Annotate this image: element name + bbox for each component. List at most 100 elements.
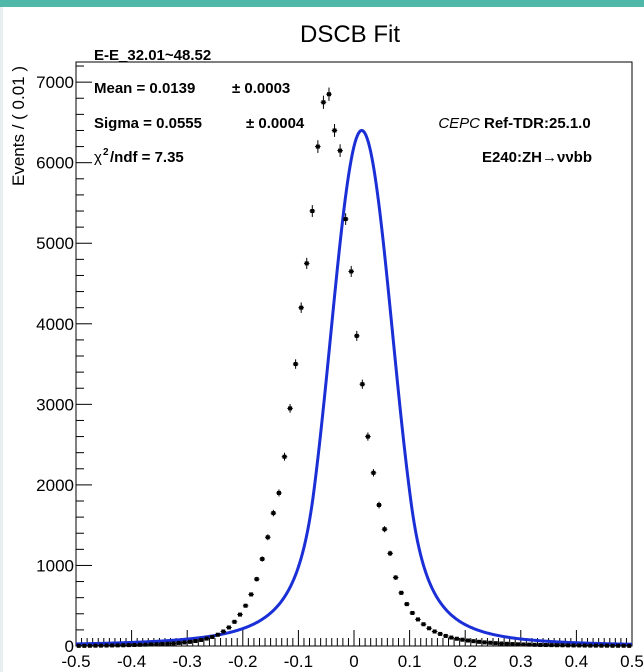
data-point xyxy=(142,642,149,647)
y-tick-label: 4000 xyxy=(36,315,74,334)
data-point xyxy=(103,643,110,648)
cepc-label: CEPC xyxy=(438,115,480,132)
data-point xyxy=(576,643,582,648)
left-edge-strip xyxy=(0,7,3,672)
x-tick-label: 0.1 xyxy=(398,652,422,671)
x-tick-label: -0.5 xyxy=(61,652,90,671)
data-point xyxy=(565,643,571,648)
range-label: E-E_32.01~48.52 xyxy=(94,47,211,64)
data-point xyxy=(376,501,382,509)
data-point xyxy=(170,641,177,646)
data-point xyxy=(404,602,410,607)
data-point xyxy=(98,643,104,648)
data-point xyxy=(220,629,227,634)
data-point xyxy=(459,637,466,642)
data-point xyxy=(359,379,366,389)
data-point xyxy=(303,257,310,269)
data-point xyxy=(454,636,460,641)
data-point xyxy=(593,643,599,648)
data-point xyxy=(76,643,82,648)
data-point xyxy=(476,639,482,644)
data-point xyxy=(337,144,343,157)
data-point xyxy=(398,590,405,595)
sigma-error: ± 0.0004 xyxy=(246,115,305,132)
y-tick-label: 1000 xyxy=(36,556,74,575)
data-point xyxy=(281,452,288,461)
data-point xyxy=(615,643,621,648)
x-tick-label: -0.2 xyxy=(228,652,257,671)
y-tick-labels: 0 1000 2000 3000 4000 5000 6000 7000 xyxy=(36,73,74,656)
data-point xyxy=(626,643,632,648)
data-point xyxy=(537,642,544,647)
data-point xyxy=(431,629,438,634)
experiment-label: CEPC Ref-TDR:25.1.0 E240:ZH→ννbb xyxy=(438,115,592,166)
data-point xyxy=(137,642,143,647)
y-tick-label: 5000 xyxy=(36,234,74,253)
data-point xyxy=(409,610,416,615)
stats-box: E-E_32.01~48.52 Mean = 0.0139 ± 0.0003 S… xyxy=(94,47,305,166)
data-point xyxy=(320,95,327,109)
data-point xyxy=(365,432,371,441)
x-tick-label: 0.3 xyxy=(509,652,533,671)
data-point xyxy=(203,636,210,641)
process-label: E240:ZH→ννbb xyxy=(482,149,592,166)
data-point xyxy=(559,643,566,648)
data-point xyxy=(554,643,560,648)
data-point xyxy=(242,603,249,608)
data-point xyxy=(231,619,238,624)
data-point xyxy=(470,639,477,644)
data-point xyxy=(609,643,616,648)
data-point xyxy=(287,403,293,413)
data-point xyxy=(570,643,577,648)
chi2-ndf-value: /ndf = 7.35 xyxy=(110,149,184,166)
x-tick-label: 0.5 xyxy=(620,652,644,671)
y-tick-label: 0 xyxy=(65,637,74,656)
y-tick-label: 2000 xyxy=(36,476,74,495)
data-point xyxy=(187,639,193,644)
data-point xyxy=(504,641,510,646)
data-point xyxy=(331,124,338,137)
data-point xyxy=(543,643,549,648)
data-point xyxy=(465,638,471,643)
data-point xyxy=(620,643,627,648)
data-point xyxy=(270,509,277,517)
top-accent-bar xyxy=(0,0,644,7)
data-point xyxy=(298,302,304,313)
data-point xyxy=(153,642,160,647)
data-point xyxy=(487,640,493,645)
y-tick-label: 6000 xyxy=(36,154,74,173)
data-point xyxy=(426,626,432,631)
data-point xyxy=(498,641,505,646)
y-tick-label: 3000 xyxy=(36,395,74,414)
data-point xyxy=(342,213,349,225)
chi-symbol: χ xyxy=(94,149,102,166)
fit-curve-group xyxy=(75,128,633,646)
chart-title: DSCB Fit xyxy=(300,21,400,48)
data-point xyxy=(442,633,449,638)
data-point xyxy=(598,643,605,648)
data-point xyxy=(604,643,610,648)
data-point xyxy=(326,87,332,101)
x-tick-label: 0.2 xyxy=(453,652,477,671)
x-tick-label: -0.4 xyxy=(117,652,146,671)
chi-exponent: 2 xyxy=(103,147,109,158)
chi2-label: χ 2 /ndf = 7.35 xyxy=(94,147,184,166)
x-tick-labels: -0.5 -0.4 -0.3 -0.2 -0.1 0 0.1 0.2 0.3 0.4 0.5 xyxy=(61,652,643,671)
x-tick-label: -0.1 xyxy=(284,652,313,671)
data-point xyxy=(131,642,138,647)
data-point xyxy=(209,634,215,639)
data-point xyxy=(370,469,377,477)
data-point xyxy=(114,643,121,648)
data-point xyxy=(176,640,182,645)
x-tick-label: 0 xyxy=(349,652,358,671)
data-point xyxy=(448,635,455,640)
data-point xyxy=(276,489,282,497)
data-point xyxy=(81,643,88,648)
data-point xyxy=(87,643,93,648)
data-point xyxy=(292,359,299,369)
data-point xyxy=(215,632,221,637)
data-point xyxy=(126,643,132,648)
data-point xyxy=(526,642,532,647)
data-point xyxy=(315,140,321,153)
data-point xyxy=(181,640,188,645)
